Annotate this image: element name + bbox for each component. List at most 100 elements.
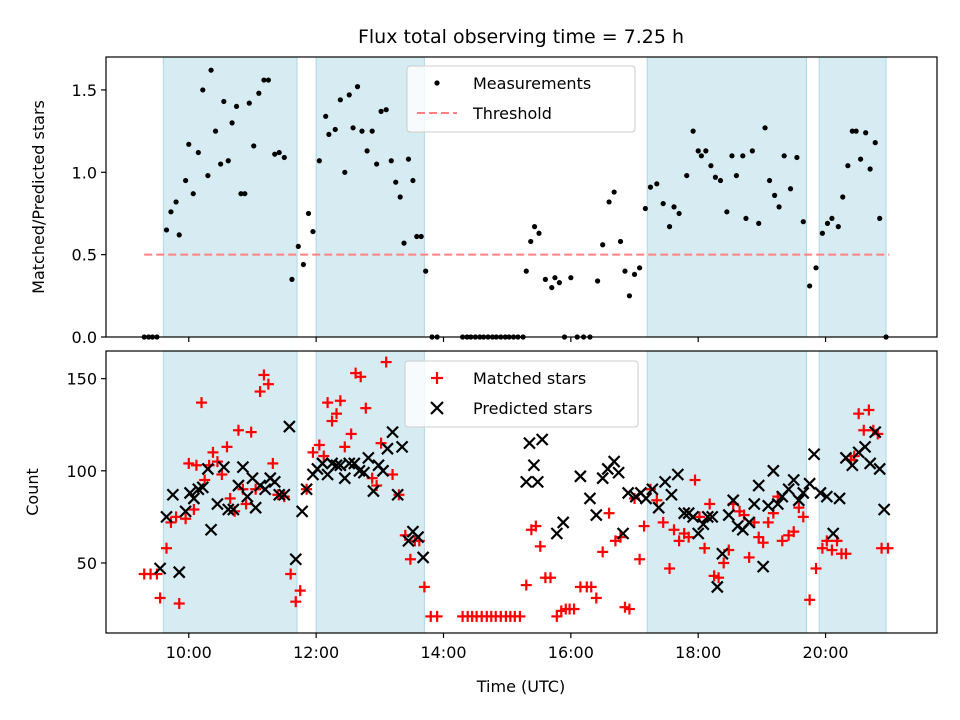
predicted-star-marker — [289, 552, 303, 566]
measurement-point — [523, 268, 529, 274]
measurement-point — [414, 233, 420, 240]
measurement-point — [740, 153, 746, 159]
predicted-star-marker — [826, 527, 840, 540]
measurement-point — [835, 224, 841, 230]
matched-star-marker — [514, 610, 526, 622]
matched-star-marker — [534, 540, 546, 552]
matched-star-marker — [826, 544, 838, 556]
matched-star-marker — [221, 441, 233, 453]
matched-star-marker — [232, 424, 244, 436]
measurement-point — [712, 174, 719, 180]
predicted-star-marker — [236, 460, 250, 474]
predicted-star-marker — [211, 497, 224, 511]
measurement-point — [190, 191, 196, 197]
measurement-point — [536, 230, 542, 236]
measurement-point — [163, 227, 170, 233]
matched-star-marker — [211, 456, 223, 468]
matched-star-marker — [753, 531, 765, 543]
chart-title: Flux total observing time = 7.25 h — [358, 26, 684, 48]
measurement-point — [695, 148, 701, 154]
predicted-star-marker — [232, 479, 245, 492]
measurement-point — [756, 220, 762, 226]
measurement-point — [200, 87, 206, 93]
matched-star-marker — [544, 572, 556, 584]
measurement-point — [393, 179, 399, 185]
measurement-point — [840, 194, 846, 200]
measurement-point — [276, 149, 282, 156]
matched-star-marker — [585, 581, 597, 593]
predicted-star-marker — [796, 486, 810, 500]
measurement-point — [397, 194, 403, 200]
matched-star-marker — [188, 504, 200, 516]
measurement-point — [807, 283, 813, 289]
predicted-star-marker — [249, 501, 262, 514]
observing-band-0 — [162, 350, 298, 634]
predicted-star-marker — [411, 530, 425, 544]
measurement-point — [383, 107, 389, 113]
measurement-point — [867, 166, 873, 172]
matched-star-marker — [713, 572, 725, 584]
predicted-star-marker — [204, 523, 218, 537]
predicted-star-marker — [596, 471, 609, 485]
matched-star-marker — [797, 511, 809, 523]
measurement-point — [300, 261, 307, 268]
matched-star-marker — [183, 457, 195, 469]
predicted-star-marker — [376, 464, 390, 478]
predicted-star-marker — [391, 488, 404, 502]
matched-star-marker — [568, 603, 580, 615]
predicted-star-marker — [196, 481, 210, 494]
legend-matched-marker — [431, 372, 443, 384]
measurement-point — [305, 210, 312, 217]
predicted-star-marker — [395, 440, 409, 454]
predicted-star-marker — [716, 547, 729, 561]
top-legend: Measurements Threshold — [406, 65, 636, 133]
measurement-point — [182, 177, 189, 184]
matched-star-marker — [718, 557, 730, 569]
predicted-star-marker — [556, 516, 570, 529]
measurement-point — [212, 128, 219, 134]
measurement-point — [877, 215, 883, 222]
measurement-point — [829, 215, 835, 222]
measurement-point — [766, 177, 773, 184]
predicted-star-marker — [523, 436, 536, 450]
matched-star-marker — [355, 371, 367, 383]
bottom-y-tick-label: 100 — [66, 462, 97, 481]
predicted-star-marker — [258, 482, 272, 496]
matched-star-marker — [258, 369, 270, 381]
bottom-y-ticks: 50 100 150 — [66, 370, 106, 573]
predicted-star-marker — [402, 534, 415, 548]
predicted-star-marker — [803, 477, 816, 490]
matched-star-marker — [307, 446, 319, 458]
observing-band-2 — [646, 56, 807, 338]
matched-star-marker — [360, 402, 372, 414]
measurement-point — [872, 140, 878, 146]
predicted-star-marker — [756, 560, 770, 573]
predicted-star-marker — [873, 462, 886, 476]
measurement-point — [813, 265, 819, 271]
predicted-star-marker — [362, 451, 375, 465]
predicted-star-marker — [726, 494, 740, 507]
measurement-point — [332, 126, 338, 133]
predicted-star-marker — [166, 488, 180, 502]
measurement-point — [316, 158, 322, 164]
matched-star-marker — [245, 426, 257, 438]
bottom-x-ticks: 10:00 12:00 14:00 16:00 18:00 20:00 — [166, 633, 849, 662]
matched-star-marker — [638, 520, 650, 532]
predicted-star-marker — [863, 457, 877, 470]
measurement-point — [690, 128, 696, 134]
matched-star-marker — [154, 592, 166, 604]
matched-star-marker — [160, 542, 172, 554]
predicted-star-marker — [295, 505, 309, 518]
matched-star-marker — [199, 474, 211, 486]
predicted-star-marker — [868, 425, 882, 439]
matched-star-marker — [668, 524, 680, 536]
matched-star-marker — [387, 468, 399, 480]
measurement-point — [845, 163, 851, 169]
matched-star-marker — [196, 397, 208, 409]
measurement-point — [364, 148, 370, 154]
predicted-star-marker — [338, 471, 352, 485]
observing-band-3 — [818, 350, 887, 634]
matched-star-marker — [207, 446, 219, 458]
measurement-point — [410, 177, 416, 184]
